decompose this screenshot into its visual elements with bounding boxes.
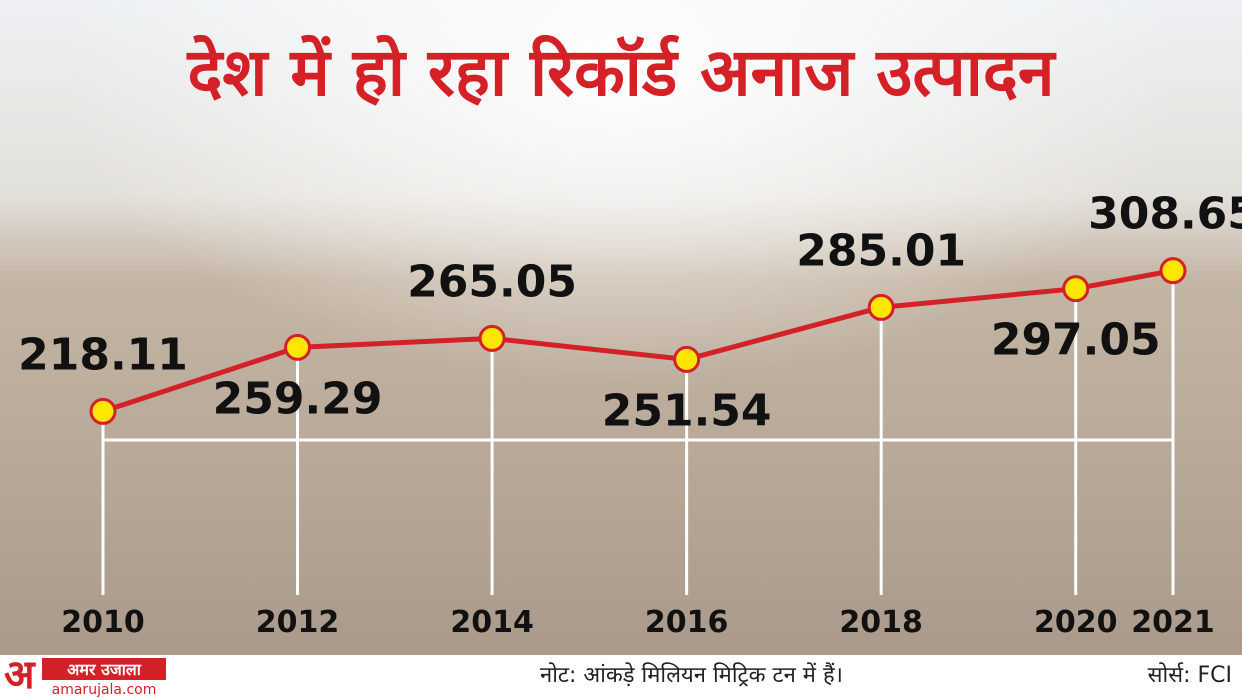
logo-mark: अ <box>4 652 36 698</box>
value-label: 251.54 <box>602 385 772 436</box>
marker <box>867 293 895 321</box>
marker <box>478 324 506 352</box>
marker <box>1159 257 1187 285</box>
value-label: 308.65 <box>1088 189 1242 240</box>
value-label: 259.29 <box>213 373 383 424</box>
source: सोर्स: FCI <box>1148 662 1232 688</box>
x-tick-label: 2014 <box>450 605 534 640</box>
chart-title: देश में हो रहा रिकॉर्ड अनाज उत्पादन <box>185 34 1056 111</box>
value-label: 297.05 <box>991 315 1161 366</box>
logo-name: अमर उजाला <box>67 660 142 679</box>
x-tick-label: 2018 <box>839 605 923 640</box>
marker <box>89 397 117 425</box>
value-label: 265.05 <box>407 256 577 307</box>
logo-box <box>42 658 166 680</box>
logo-site: amarujala.com <box>52 682 157 698</box>
marker <box>673 345 701 373</box>
value-label: 285.01 <box>796 225 966 276</box>
value-label: 218.11 <box>18 329 188 380</box>
marker <box>284 333 312 361</box>
plot: 2010 2012 2014 2016 2018 2020 2021 218.11 259.29… <box>18 189 1242 640</box>
x-tick-label: 2016 <box>645 605 729 640</box>
x-tick-label: 2020 <box>1034 605 1118 640</box>
marker <box>1062 275 1090 303</box>
x-tick-label: 2010 <box>61 605 145 640</box>
footer <box>0 655 1242 699</box>
x-tick-label: 2012 <box>256 605 340 640</box>
x-tick-label: 2021 <box>1131 605 1215 640</box>
note: नोट: आंकड़े मिलियन मिट्रिक टन में हैं। <box>540 662 843 688</box>
